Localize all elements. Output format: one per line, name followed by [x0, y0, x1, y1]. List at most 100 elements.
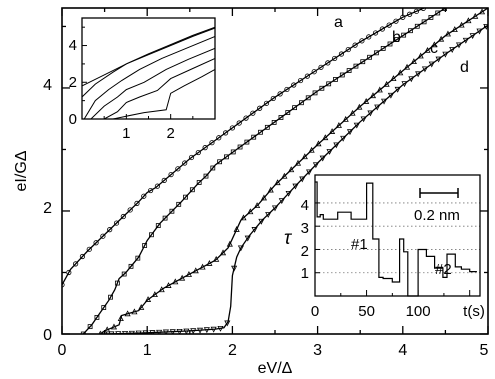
series-c-point	[431, 41, 438, 48]
main-x-tick-label: 0	[58, 342, 67, 359]
series-c-point	[315, 140, 322, 147]
scale-bar-label: 0.2 nm	[414, 207, 460, 224]
inset-top-left-x-tick-label: 2	[167, 125, 175, 142]
series-d-point	[374, 104, 381, 111]
series-a-point	[359, 38, 365, 44]
curve-label-a: a	[334, 14, 343, 31]
series-a-point	[120, 213, 126, 220]
series-a-point	[107, 227, 113, 233]
series-a-point	[393, 18, 399, 24]
series-d-point	[360, 116, 367, 123]
inset-bottom-right-x-axis-label: t(s)	[463, 303, 485, 320]
series-b-point	[80, 331, 86, 334]
annotation-2: #2	[435, 261, 452, 278]
main-curves	[62, 3, 488, 334]
series-c-point	[185, 271, 193, 277]
annotation-1: #1	[351, 236, 368, 253]
series-a-point	[386, 22, 392, 28]
series-b-point	[449, 3, 453, 7]
series-d-point	[449, 47, 456, 53]
series-b-point	[183, 194, 188, 200]
series-d-point	[367, 110, 374, 117]
series-c-point	[172, 278, 179, 285]
series-c-point	[144, 296, 152, 302]
series-b-point	[217, 159, 223, 165]
series-a-point	[250, 110, 256, 116]
inset-bottom-right-y-axis-label: τ	[284, 228, 293, 249]
series-a-point	[291, 82, 297, 88]
series-a-point	[263, 100, 270, 106]
series-c-point	[288, 166, 295, 173]
series-d-point	[346, 129, 354, 136]
inset-bottom-right-y-tick-label: 2	[301, 243, 309, 260]
series-b-point	[135, 255, 141, 261]
series-d-point	[394, 86, 401, 93]
main-ticks	[61, 8, 489, 335]
inset-top-left-line	[82, 26, 215, 87]
series-c-point	[301, 153, 308, 160]
series-a-point	[304, 73, 310, 79]
series-a-point	[195, 149, 201, 156]
main-x-tick-label: 5	[480, 342, 489, 359]
series-c-point	[206, 259, 213, 266]
series-b-point	[155, 223, 161, 228]
series-c-point	[165, 282, 172, 288]
series-a-point	[297, 77, 304, 84]
curve-label-d: d	[460, 59, 469, 76]
series-d-point	[435, 56, 442, 63]
series-d-point	[415, 71, 422, 78]
series-c-point	[254, 202, 261, 208]
series-a-point	[175, 166, 181, 172]
series-b-point	[196, 180, 202, 185]
series-c-point	[342, 115, 349, 122]
series-a-point	[148, 187, 154, 194]
series-d-point	[271, 205, 279, 212]
series-d-point	[387, 92, 394, 99]
series-b-point	[121, 271, 127, 277]
curve-label-c: c	[430, 40, 438, 57]
series-c-point	[281, 172, 288, 179]
series-c-point	[376, 86, 383, 93]
series-b-point	[87, 324, 93, 330]
series-b-point	[162, 215, 168, 221]
inset-top-left-y-tick-label: 2	[69, 74, 77, 91]
series-a-point	[352, 42, 358, 48]
inset-bottom-right-x-tick-label: 0	[311, 303, 319, 320]
main-x-tick-label: 1	[143, 342, 152, 359]
series-a-point	[161, 177, 167, 183]
series-b-point	[251, 134, 257, 140]
series-c-point	[410, 58, 417, 65]
main-series-group	[62, 3, 488, 334]
series-c-point	[438, 35, 445, 42]
series-c-point	[451, 26, 458, 32]
series-b-point	[305, 95, 311, 101]
series-b-point	[230, 149, 236, 155]
series-d-point	[306, 169, 313, 176]
series-b-point	[128, 263, 134, 269]
series-b-point	[326, 81, 332, 87]
series-c-line	[99, 8, 488, 334]
series-a-point	[216, 135, 222, 141]
series-c-point	[117, 315, 124, 322]
series-b-point	[264, 124, 270, 130]
series-a-point	[277, 91, 283, 97]
series-b-point	[142, 243, 148, 248]
series-b-point	[346, 68, 352, 73]
series-b-point	[373, 50, 379, 56]
series-c-point	[472, 12, 479, 19]
series-d-point	[285, 190, 292, 197]
series-b-point	[292, 105, 297, 111]
series-b-point	[278, 115, 284, 120]
series-d-point	[217, 325, 224, 332]
series-b-point	[312, 90, 318, 96]
series-a-point	[141, 193, 147, 199]
inset-top-left-y-tick-label: 0	[69, 111, 77, 128]
series-a-point	[168, 171, 174, 178]
series-a-point	[270, 95, 276, 102]
series-a-point	[86, 246, 92, 252]
series-d-point	[265, 212, 272, 218]
series-d-point	[319, 155, 326, 162]
series-a-point	[188, 154, 195, 161]
inset-bottom-right-x-tick-label: 100	[406, 303, 431, 320]
series-a-point	[413, 8, 420, 14]
